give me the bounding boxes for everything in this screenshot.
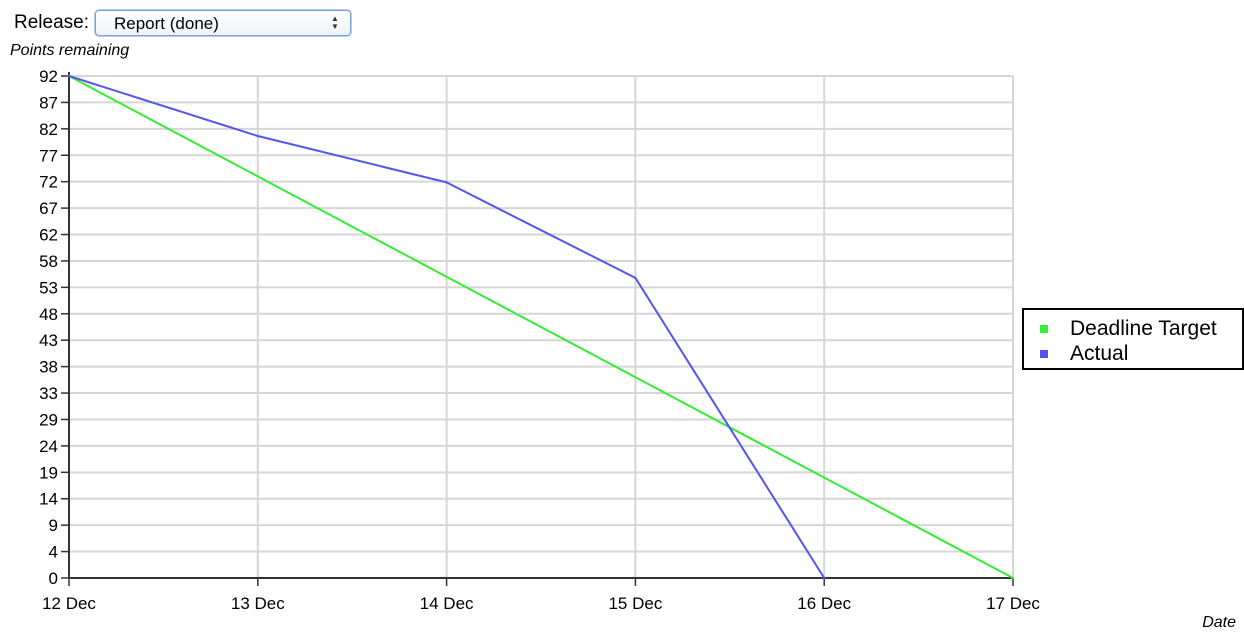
data-point-actual [634,276,637,280]
y-tick-label: 53 [39,278,58,297]
legend-item-deadline-target: Deadline Target [1040,316,1242,341]
x-tick-label: 13 Dec [231,594,285,613]
release-selector-row: Release: Report (done) ▲ ▼ [14,8,351,38]
y-tick-label: 87 [39,93,58,112]
y-tick-label: 24 [39,437,58,456]
data-point-actual [256,134,259,138]
legend-swatch-deadline-target [1040,324,1048,333]
y-tick-label: 33 [39,384,58,403]
y-tick-label: 43 [39,331,58,350]
y-tick-label: 67 [39,199,58,218]
y-axis-label: Points remaining [10,42,130,59]
x-tick-label: 14 Dec [420,594,474,613]
y-tick-label: 0 [49,569,58,588]
x-tick-label: 15 Dec [608,594,662,613]
release-select-value: Report (done) [114,14,219,33]
legend-label-deadline-target: Deadline Target [1070,316,1217,340]
release-label: Release: [14,12,89,33]
y-tick-label: 38 [39,358,58,377]
series-line-deadline-target [68,75,1014,579]
select-arrows-icon: ▲ ▼ [331,14,339,31]
y-tick-label: 58 [39,252,58,271]
axis-layer [61,72,1014,586]
tick-layer: 0 4 9 14 19 24 29 33 38 43 48 53 58 62 67 72 77 82 87 92 12 … [39,67,1040,613]
y-tick-label: 62 [39,226,58,245]
data-point-actual [445,181,448,184]
legend: Deadline Target Actual [1022,308,1244,370]
y-tick-label: 29 [39,410,58,429]
data-point-actual [823,576,826,580]
y-tick-label: 14 [39,490,58,509]
y-tick-label: 92 [39,67,58,86]
y-tick-label: 19 [39,463,58,482]
data-point-actual [67,74,71,78]
x-tick-label: 12 Dec [42,594,96,613]
legend-item-actual: Actual [1040,341,1242,366]
y-tick-label: 82 [39,120,58,139]
series-layer [67,74,1015,580]
x-tick-label: 17 Dec [986,594,1040,613]
x-tick-label: 16 Dec [797,594,851,613]
y-tick-label: 77 [39,146,58,165]
y-tick-label: 48 [39,305,58,324]
y-tick-label: 72 [39,173,58,192]
legend-swatch-actual [1040,349,1048,358]
y-tick-label: 4 [49,543,58,562]
x-axis-label: Date [1202,614,1236,631]
release-select[interactable]: Report (done) ▲ ▼ [95,10,351,36]
grid-layer [69,75,1014,578]
legend-label-actual: Actual [1070,341,1129,365]
data-point-deadline-target [1011,576,1015,580]
y-tick-label: 9 [49,516,58,535]
